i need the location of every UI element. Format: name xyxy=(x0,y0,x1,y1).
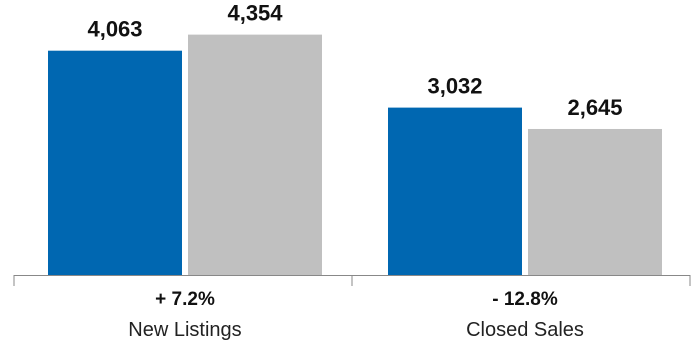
bar-value-label: 2,645 xyxy=(567,95,622,120)
bar-value-label: 4,354 xyxy=(227,1,283,26)
category-label: Closed Sales xyxy=(466,319,584,341)
bar-value-label: 3,032 xyxy=(427,74,482,99)
value-labels-group: 4,063 4,354 3,032 2,645 xyxy=(87,1,622,120)
percent-change-label: + 7.2% xyxy=(155,289,215,310)
bar-closed-sales-1 xyxy=(388,107,522,275)
bar-new-listings-2 xyxy=(188,34,322,275)
percent-change-label: - 12.8% xyxy=(492,289,558,310)
bar-closed-sales-2 xyxy=(528,128,662,275)
category-labels-group: + 7.2% New Listings - 12.8% Closed Sales xyxy=(128,289,584,341)
x-axis-ticks-group xyxy=(13,275,691,286)
bar-value-label: 4,063 xyxy=(87,17,142,42)
bar-new-listings-1 xyxy=(48,50,182,276)
category-label: New Listings xyxy=(128,319,241,341)
bars-group xyxy=(48,34,662,276)
